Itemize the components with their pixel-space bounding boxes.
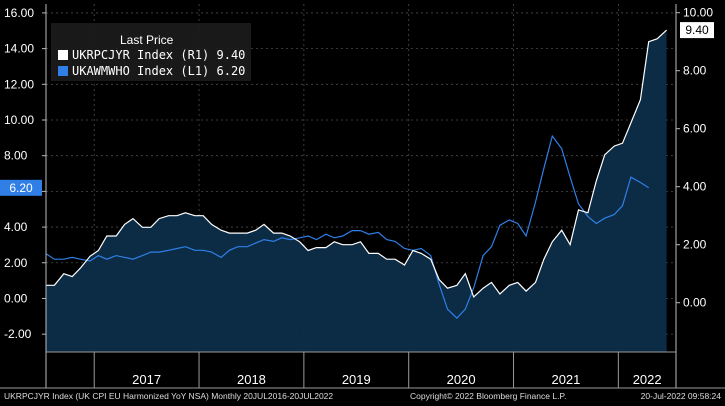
badge-right (680, 22, 714, 39)
legend-swatch-ukrpcjyr (58, 50, 68, 60)
year-label: 2017 (132, 372, 161, 387)
left-tick-label: 10.00 (4, 113, 34, 127)
legend-box (51, 23, 251, 81)
year-label: 2018 (237, 372, 266, 387)
legend-swatch-ukawmwho (58, 66, 68, 76)
year-label: 2019 (342, 372, 371, 387)
ukawmwho-line (45, 134, 650, 319)
right-tick-label: 10.00 (683, 6, 713, 20)
left-tick-label: 14.00 (4, 42, 34, 56)
right-tick-label: 2.00 (683, 238, 707, 252)
legend-entry-ukrpcjyr: UKRPCJYR Index (R1) 9.40 (72, 48, 245, 62)
footer-center: Copyright© 2022 Bloomberg Finance L.P. (410, 391, 566, 401)
last-price-badges: 6.20 9.40 (0, 22, 714, 196)
year-label: 2022 (633, 372, 662, 387)
badge-left-text: 6.20 (9, 181, 33, 195)
right-tick-label: 0.00 (683, 296, 707, 310)
series-lines (45, 29, 668, 319)
footer-right: 20-Jul-2022 09:58:24 (641, 391, 722, 401)
right-tick-label: 6.00 (683, 122, 707, 136)
left-tick-label: 2.00 (4, 256, 28, 270)
left-tick-label: 4.00 (4, 220, 28, 234)
badge-right-text: 9.40 (685, 23, 709, 37)
year-label: 2020 (447, 372, 476, 387)
left-tick-label: 8.00 (4, 149, 28, 163)
left-tick-label: 16.00 (4, 6, 34, 20)
footer: UKRPCJYR Index (UK CPI EU Harmonized YoY… (4, 391, 721, 401)
area-fill (46, 30, 667, 352)
legend-title: Last Price (120, 33, 174, 47)
left-axis-ticks: -2.000.002.004.006.008.0010.0012.0014.00… (4, 6, 46, 341)
left-tick-label: -2.00 (4, 327, 32, 341)
right-axis-ticks: 0.00 2.00 4.00 6.00 8.00 10.00 (676, 6, 713, 310)
right-tick-label: 4.00 (683, 180, 707, 194)
ukrpcjyr-area (46, 30, 667, 352)
x-axis-year-labels: 2017 2018 2019 2020 2021 2022 (132, 372, 661, 387)
badge-left (0, 179, 42, 196)
axes (0, 4, 725, 389)
legend: Last Price UKRPCJYR Index (R1) 9.40 UKAW… (51, 23, 251, 81)
left-tick-label: 0.00 (4, 291, 28, 305)
footer-left: UKRPCJYR Index (UK CPI EU Harmonized YoY… (4, 391, 333, 401)
right-tick-label: 8.00 (683, 64, 707, 78)
year-label: 2021 (551, 372, 580, 387)
ukrpcjyr-line (46, 29, 668, 298)
left-tick-label: 12.00 (4, 77, 34, 91)
legend-entry-ukawmwho: UKAWMWHO Index (L1) 6.20 (72, 64, 245, 78)
